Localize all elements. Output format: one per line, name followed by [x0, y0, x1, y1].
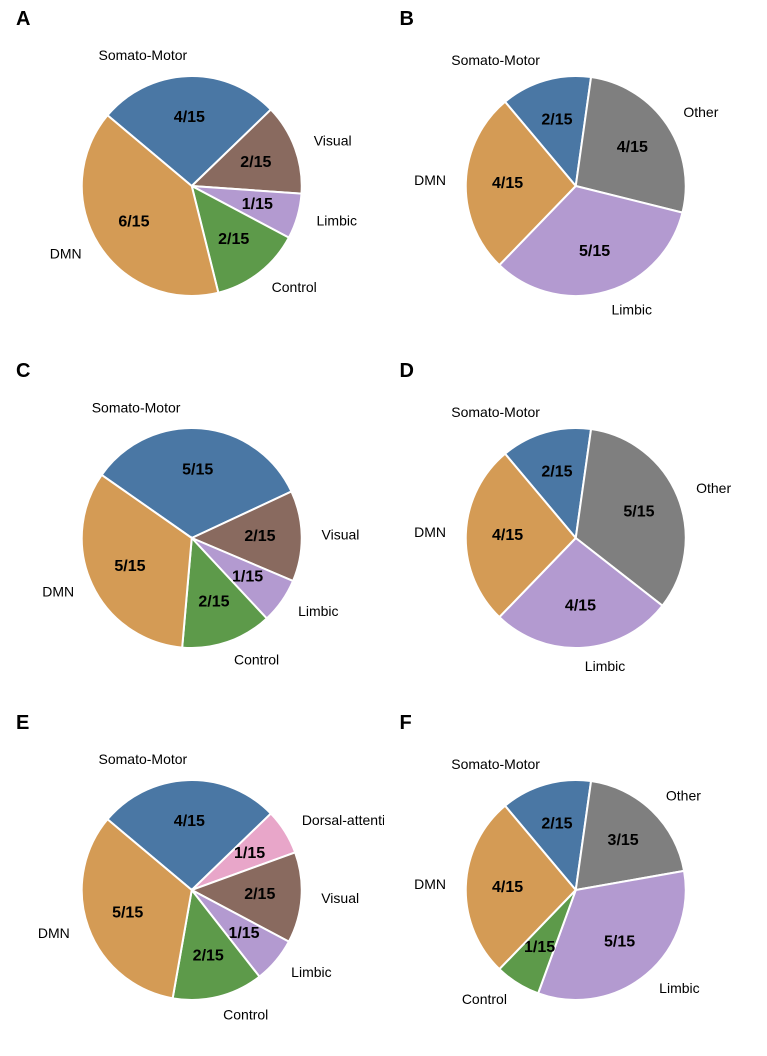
slice-value-label: 4/15: [174, 109, 205, 126]
slice-category-label: Somato-Motor: [451, 52, 540, 68]
slice-value-label: 1/15: [234, 845, 265, 862]
slice-value-label: 2/15: [244, 528, 275, 545]
slice-category-label: Visual: [314, 132, 352, 148]
slice-value-label: 6/15: [118, 213, 149, 230]
slice-value-label: 2/15: [240, 154, 271, 171]
slice-category-label: Somato-Motor: [99, 47, 188, 63]
pie-chart-E: 4/15 Somato-Motor 1/15 Dorsal-attention 2/15…: [0, 704, 384, 1056]
panel-A: A 4/15Somato-Motor2/15Visual1/15Limbic2/…: [0, 0, 384, 352]
slice-category-label: DMN: [414, 172, 446, 188]
panel-C: C 5/15Somato-Motor2/15Visual1/15Limbic2/…: [0, 352, 384, 704]
slice-value-label: 4/15: [564, 597, 595, 614]
slice-category-label: Somato-Motor: [92, 399, 181, 415]
slice-category-label: Limbic: [317, 212, 357, 228]
pie-chart-C: 5/15 Somato-Motor 2/15 Visual 1/15 Limbic 2/15…: [0, 352, 384, 704]
slice-value-label: 5/15: [578, 243, 609, 260]
slice-value-label: 4/15: [492, 527, 523, 544]
slice-value-label: 4/15: [174, 813, 205, 830]
slice-category-label: Dorsal-attention: [302, 812, 384, 828]
pie-chart-A: 4/15 Somato-Motor 2/15 Visual 1/15 Limbic 2/15…: [0, 0, 384, 352]
slice-value-label: 4/15: [492, 175, 523, 192]
slice-category-label: Somato-Motor: [451, 756, 540, 772]
slice-category-label: DMN: [38, 925, 70, 941]
slice-value-label: 1/15: [228, 925, 259, 942]
slice-category-label: Limbic: [298, 603, 338, 619]
slice-value-label: 4/15: [492, 879, 523, 896]
slice-value-label: 1/15: [524, 939, 555, 956]
slice-category-label: Limbic: [659, 980, 699, 996]
slice-value-label: 5/15: [182, 461, 213, 478]
slice-value-label: 2/15: [541, 464, 572, 481]
slice-value-label: 5/15: [604, 933, 635, 950]
slice-category-label: Somato-Motor: [99, 751, 188, 767]
slice-category-label: Limbic: [291, 964, 331, 980]
chart-grid: A 4/15Somato-Motor2/15Visual1/15Limbic2/…: [0, 0, 767, 1056]
panel-F: F 2/15Somato-Motor3/15Other5/15Limbic1/1…: [384, 704, 767, 1056]
pie-chart-B: 2/15 Somato-Motor 4/15 Other 5/15 Limbic 4/15 D…: [384, 0, 767, 352]
slice-value-label: 5/15: [114, 558, 145, 575]
slice-value-label: 1/15: [232, 568, 263, 585]
pie-chart-D: 2/15Somato-Motor5/15Other4/15Limbic4/15D…: [384, 352, 767, 704]
panel-D: D 2/15Somato-Motor5/15Other4/15Limbic4/1…: [384, 352, 767, 704]
slice-category-label: DMN: [414, 524, 446, 540]
pie-chart-F: 2/15 Somato-Motor 3/15 Other 5/15 Limbic 1/15 C…: [384, 704, 767, 1056]
slice-category-label: Other: [683, 104, 718, 120]
panel-B: B 2/15Somato-Motor4/15Other5/15Limbic4/1…: [384, 0, 767, 352]
slice-value-label: 4/15: [616, 139, 647, 156]
slice-value-label: 5/15: [623, 504, 654, 521]
slice-category-label: Limbic: [611, 301, 651, 317]
slice-category-label: Visual: [322, 526, 360, 542]
slice-category-label: Limbic: [584, 658, 624, 674]
panel-E: E 4/15Somato-Motor1/15Dorsal-attention2/…: [0, 704, 384, 1056]
slice-value-label: 1/15: [242, 196, 273, 213]
slice-category-label: Visual: [321, 890, 359, 906]
slice-category-label: Other: [665, 787, 700, 803]
slice-category-label: DMN: [414, 876, 446, 892]
slice-category-label: Control: [234, 651, 279, 667]
slice-category-label: Somato-Motor: [451, 404, 540, 420]
slice-value-label: 2/15: [541, 112, 572, 129]
slice-value-label: 2/15: [193, 947, 224, 964]
slice-category-label: Control: [272, 279, 317, 295]
slice-category-label: DMN: [42, 584, 74, 600]
slice-value-label: 2/15: [218, 231, 249, 248]
slice-value-label: 2/15: [198, 594, 229, 611]
slice-category-label: Control: [223, 1007, 268, 1023]
slice-value-label: 2/15: [244, 886, 275, 903]
slice-value-label: 5/15: [112, 905, 143, 922]
slice-value-label: 3/15: [607, 832, 638, 849]
slice-category-label: DMN: [50, 245, 82, 261]
slice-value-label: 2/15: [541, 816, 572, 833]
slice-category-label: Control: [461, 991, 506, 1007]
slice-category-label: Other: [696, 480, 731, 496]
